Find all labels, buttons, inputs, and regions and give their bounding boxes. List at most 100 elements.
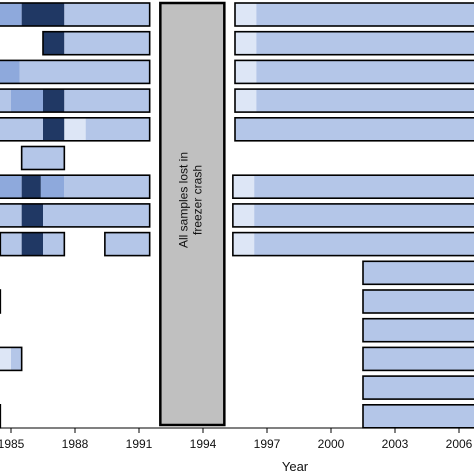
sample-segment-light	[232, 232, 255, 256]
sample-block-outline	[234, 30, 474, 56]
sample-segment-medium	[256, 31, 474, 55]
sample-block	[234, 117, 474, 142]
sample-block-outline	[234, 2, 474, 27]
sample-block	[0, 88, 151, 113]
sample-segment-dark	[43, 89, 65, 113]
sample-segment-medium_dark	[0, 3, 22, 26]
sample-block-outline	[232, 174, 474, 199]
sample-block-outline	[362, 317, 474, 343]
sample-segment-medium	[19, 60, 150, 84]
sample-segment-light	[235, 3, 257, 26]
sample-segment-medium	[363, 318, 474, 342]
sample-block-outline	[0, 117, 151, 142]
sample-segment-dark	[21, 175, 41, 199]
sample-row-9	[0, 231, 474, 257]
sample-block-outline	[362, 375, 474, 400]
sample-block	[0, 117, 151, 142]
sample-block-outline	[0, 203, 151, 228]
sample-block-outline	[104, 231, 151, 257]
sample-segment-medium	[64, 89, 150, 113]
sample-row-3	[0, 59, 474, 85]
sample-block	[0, 231, 66, 257]
freezer-crash-region: All samples lost in freezer crash	[159, 1, 226, 427]
x-tick-label: 1997	[254, 437, 281, 451]
sample-block-outline	[42, 30, 151, 56]
sample-segment-medium_dark	[0, 175, 22, 199]
sample-block	[0, 346, 23, 372]
sample-segment-medium	[0, 89, 12, 113]
sample-segment-medium	[363, 404, 474, 428]
sample-segment-light	[0, 347, 12, 371]
x-tick-label: 1985	[0, 437, 25, 451]
sample-segment-medium	[104, 232, 150, 256]
sample-row-6	[20, 145, 66, 171]
sample-block-outline	[0, 2, 151, 27]
sample-block-outline	[232, 203, 474, 228]
sample-segment-medium	[43, 232, 65, 256]
sample-segment-medium	[256, 3, 474, 26]
sample-row-1	[0, 2, 474, 27]
sample-segment-medium	[21, 146, 65, 170]
sample-rows	[0, 2, 474, 429]
sample-block	[362, 403, 474, 429]
sample-row-11	[0, 289, 474, 314]
sample-segment-medium	[0, 203, 22, 227]
sample-segment-medium	[254, 203, 474, 227]
x-tick-label: 1991	[126, 437, 153, 451]
sample-block	[20, 145, 66, 171]
sample-segment-light	[235, 89, 257, 113]
sample-block-outline	[362, 260, 474, 286]
sample-segment-light	[235, 60, 257, 84]
sample-segment-medium	[11, 347, 22, 371]
sample-segment-medium	[0, 232, 22, 256]
sample-row-7	[0, 174, 474, 199]
sample-segment-light	[235, 31, 257, 55]
sample-block-outline	[0, 346, 23, 372]
sample-block-outline	[234, 88, 474, 113]
sample-row-4	[0, 88, 474, 113]
sample-segment-dark	[21, 3, 65, 26]
x-tick-label: 2006	[446, 437, 473, 451]
sample-row-13	[0, 346, 474, 372]
sample-segment-medium	[363, 261, 474, 285]
sample-segment-medium	[64, 31, 150, 55]
sample-block	[234, 2, 474, 27]
sample-block	[104, 231, 151, 257]
sample-block-outline	[0, 174, 151, 199]
sample-segment-medium	[85, 117, 150, 141]
sample-block	[232, 203, 474, 228]
sample-row-10	[362, 260, 474, 286]
x-tick-label: 2000	[318, 437, 345, 451]
sample-block-outline	[234, 59, 474, 85]
x-axis: 1985 1988 1991 1994 1997 2000 2003 2006	[0, 427, 474, 451]
sample-block-outline	[0, 88, 151, 113]
sample-row-8	[0, 203, 474, 228]
sample-segment-medium	[64, 3, 150, 26]
sample-segment-dark	[21, 232, 43, 256]
x-tick-label: 1988	[62, 437, 89, 451]
sample-segment-light	[232, 203, 255, 227]
sample-segment-medium_dark	[40, 175, 65, 199]
sample-block	[362, 260, 474, 286]
sample-segment-medium	[256, 89, 474, 113]
sample-block-outline	[0, 59, 151, 85]
sample-block	[0, 174, 151, 199]
sample-segment-medium	[0, 117, 43, 141]
sample-segment-medium	[363, 347, 474, 371]
sample-block	[0, 203, 151, 228]
sample-segment-dark	[21, 203, 43, 227]
sample-segment-medium	[43, 203, 150, 227]
sample-block-outline	[234, 117, 474, 142]
sample-segment-light	[64, 117, 86, 141]
x-tick-label: 2003	[382, 437, 409, 451]
sample-segment-medium_dark	[0, 60, 20, 84]
sample-block	[362, 317, 474, 343]
sample-block	[362, 346, 474, 372]
sample-block	[234, 59, 474, 85]
sample-row-12	[362, 317, 474, 343]
x-tick-label: 1994	[190, 437, 217, 451]
sample-segment-medium	[256, 60, 474, 84]
sample-block-outline	[362, 289, 474, 314]
sample-block-outline	[232, 231, 474, 257]
